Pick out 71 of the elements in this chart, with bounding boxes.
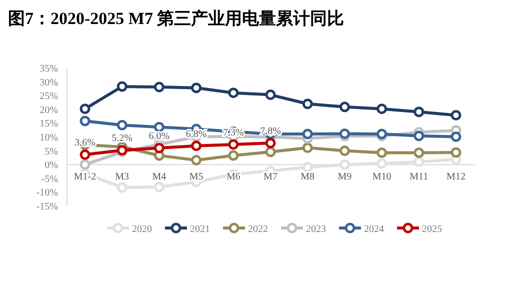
point	[376, 104, 388, 114]
point	[154, 182, 164, 192]
chart-title: 图7：2020-2025 M7 第三产业用电量累计同比	[8, 9, 344, 28]
data-label: 6.0%	[148, 131, 170, 142]
point	[265, 146, 276, 158]
point	[339, 159, 350, 170]
point	[339, 128, 350, 139]
x-tick-label: M5	[189, 172, 204, 183]
y-tick-label: 35%	[40, 64, 58, 74]
y-tick-label: 10%	[40, 132, 58, 144]
y-tick-label: 25%	[40, 91, 58, 102]
point	[376, 147, 388, 158]
legend-label: 2025	[422, 224, 442, 235]
point	[414, 106, 424, 118]
point	[116, 81, 128, 92]
x-tick-label: M4	[152, 172, 166, 183]
point	[80, 159, 90, 170]
x-tick-label: M12	[446, 172, 466, 183]
point	[302, 162, 313, 172]
point	[116, 120, 128, 130]
legend-label: 2023	[306, 224, 326, 235]
point	[80, 116, 90, 126]
y-tick-label: 20%	[40, 104, 58, 116]
y-tick-label: 5%	[44, 146, 58, 158]
y-tick-label: -15%	[36, 202, 58, 212]
x-tick-label: M6	[226, 172, 240, 183]
point	[450, 110, 462, 120]
point	[191, 140, 202, 152]
y-tick-label: 30%	[40, 77, 58, 88]
legend-label: 2021	[190, 224, 210, 235]
x-tick-label: M7	[264, 172, 278, 183]
data-label: 5.2%	[112, 133, 133, 144]
point	[116, 182, 128, 193]
point	[154, 82, 164, 92]
point	[80, 104, 90, 114]
point	[302, 98, 313, 110]
point	[339, 102, 350, 112]
legend-label: 2020	[132, 224, 152, 235]
point	[414, 156, 424, 168]
point	[414, 147, 424, 158]
y-tick-label: -10%	[36, 188, 58, 199]
point	[302, 128, 313, 140]
point	[376, 158, 388, 169]
x-tick-label: M9	[338, 172, 352, 183]
point	[191, 154, 202, 166]
data-label: 7.3%	[222, 127, 244, 138]
point	[414, 130, 424, 142]
y-tick-label: 15%	[40, 118, 58, 130]
x-tick-label: M3	[115, 172, 130, 183]
point	[228, 88, 239, 98]
point	[450, 147, 462, 158]
point	[265, 90, 276, 100]
data-label: 6.8%	[186, 128, 207, 140]
point	[154, 142, 164, 154]
legend-label: 2022	[248, 224, 268, 235]
point	[80, 149, 90, 160]
point	[191, 82, 202, 94]
y-tick-label: 0%	[44, 160, 58, 172]
point	[450, 131, 462, 142]
point	[265, 138, 276, 148]
point	[302, 142, 313, 154]
x-tick-label: M8	[300, 172, 315, 183]
legend-label: 2024	[364, 224, 384, 235]
x-tick-label: M11	[410, 172, 428, 183]
point	[154, 122, 164, 132]
point	[228, 150, 239, 161]
point	[228, 139, 239, 150]
x-tick-label: M1-2	[74, 172, 96, 183]
point	[339, 146, 350, 156]
x-tick-label: M10	[372, 172, 392, 183]
y-tick-label: -5%	[41, 174, 58, 185]
